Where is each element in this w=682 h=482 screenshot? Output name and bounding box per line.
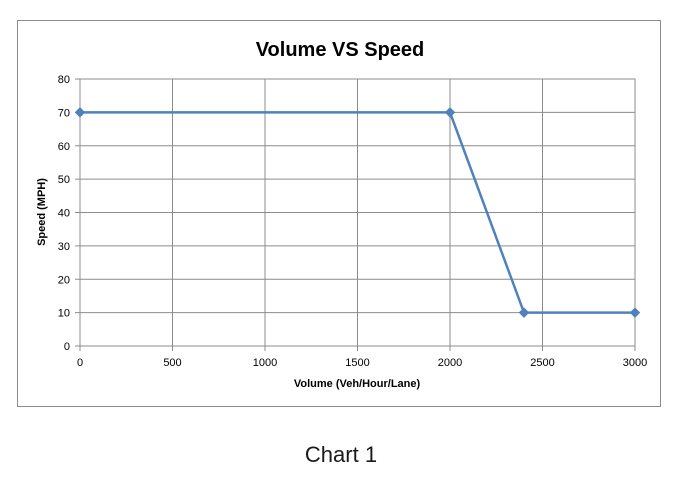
x-axis-label: Volume (Veh/Hour/Lane) <box>294 378 421 390</box>
y-axis-label: Speed (MPH) <box>36 178 48 246</box>
data-point <box>629 307 641 318</box>
y-tick-label: 20 <box>58 274 70 286</box>
x-tick-label: 500 <box>163 357 181 369</box>
chart-title: Volume VS Speed <box>256 39 425 61</box>
data-point <box>444 107 456 118</box>
x-tick-label: 3000 <box>623 357 647 369</box>
plot-border <box>79 78 636 347</box>
data-point <box>74 107 86 118</box>
y-tick-label: 50 <box>58 174 70 186</box>
y-tick-label: 30 <box>58 241 70 253</box>
x-tick-label: 2500 <box>530 357 554 369</box>
plot-area: 0 10 20 30 40 50 60 70 80 0 500 1000 1500 2000 2500 300… <box>58 74 647 369</box>
y-tick-label: 0 <box>64 341 70 353</box>
y-tick-label: 60 <box>58 141 70 153</box>
y-tick-label: 70 <box>58 107 70 119</box>
y-tick-label: 40 <box>58 208 70 220</box>
x-tick-label: 2000 <box>438 357 462 369</box>
y-tick-label: 80 <box>58 74 70 86</box>
data-point <box>518 307 530 318</box>
y-tick-label: 10 <box>58 308 70 320</box>
figure-caption: Chart 1 <box>304 442 378 467</box>
chart-frame <box>17 20 661 407</box>
x-tick-label: 0 <box>77 357 83 369</box>
x-tick-label: 1000 <box>253 357 277 369</box>
series-line <box>80 111 635 314</box>
x-tick-label: 1500 <box>345 357 369 369</box>
